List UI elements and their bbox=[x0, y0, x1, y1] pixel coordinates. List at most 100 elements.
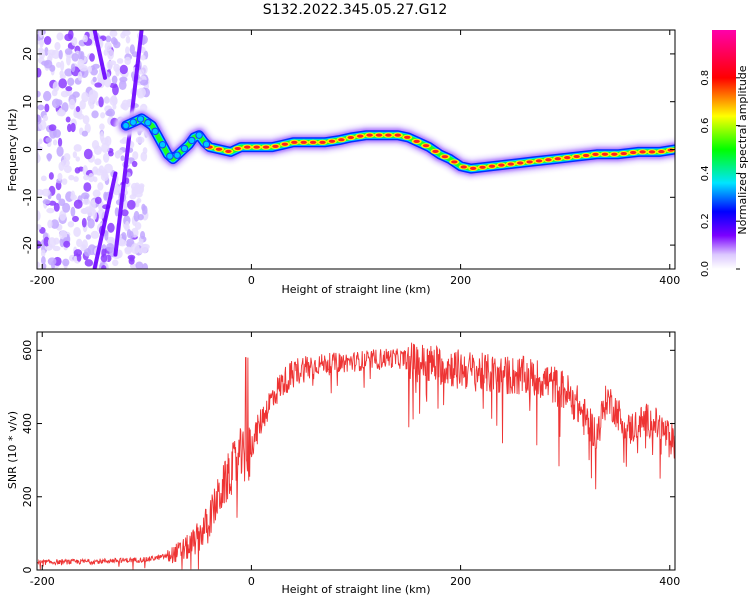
ridge-core bbox=[244, 145, 251, 149]
spectrogram-x-tick-label: 400 bbox=[659, 274, 680, 287]
spectrogram-y-ticks: -20 -10 0 10 20 bbox=[21, 47, 675, 254]
noise-blob bbox=[37, 224, 42, 230]
noise-blob bbox=[52, 245, 61, 252]
ridge-blob bbox=[144, 119, 152, 127]
ridge-core bbox=[422, 144, 430, 148]
snr-y-tick-label: 200 bbox=[21, 486, 34, 507]
noise-blob bbox=[104, 77, 112, 88]
noise-blob bbox=[127, 199, 136, 210]
ridge-core bbox=[366, 133, 373, 137]
spectrogram-y-label: Frequency (Hz) bbox=[6, 109, 19, 192]
ridge-core bbox=[328, 139, 336, 143]
noise-blob bbox=[115, 66, 120, 77]
snr-y-tick-label: 0 bbox=[21, 567, 34, 574]
noise-blob bbox=[81, 207, 88, 214]
noise-blob bbox=[46, 207, 55, 214]
ridge-core bbox=[356, 134, 364, 138]
noise-blob bbox=[94, 82, 103, 88]
noise-blob bbox=[38, 47, 44, 53]
noise-blob bbox=[97, 209, 106, 219]
noise-blob bbox=[62, 258, 70, 267]
noise-blob bbox=[94, 158, 102, 166]
noise-blob bbox=[67, 30, 74, 40]
noise-blob bbox=[48, 200, 57, 206]
noise-blob bbox=[140, 151, 148, 162]
ridge-core bbox=[234, 146, 242, 151]
noise-blob bbox=[134, 222, 142, 230]
noise-blob bbox=[120, 32, 126, 39]
noise-blob bbox=[103, 49, 108, 56]
noise-blob bbox=[76, 254, 82, 262]
colorbar-gradient bbox=[712, 30, 736, 269]
noise-streak bbox=[113, 30, 144, 257]
noise-blob bbox=[105, 35, 112, 43]
ridge-core bbox=[291, 140, 298, 144]
noise-blob bbox=[72, 91, 80, 98]
noise-blob bbox=[93, 176, 98, 183]
noise-blob bbox=[61, 178, 68, 185]
ridge-core bbox=[545, 158, 552, 162]
noise-blob bbox=[42, 199, 51, 205]
ridge-core bbox=[582, 153, 590, 158]
noise-blob bbox=[133, 210, 140, 222]
noise-blob bbox=[88, 172, 95, 183]
spectrogram-y-tick-label: 20 bbox=[21, 47, 34, 61]
noise-blob bbox=[119, 76, 128, 83]
ridge-core bbox=[253, 145, 260, 149]
noise-blob bbox=[129, 231, 134, 239]
noise-blob bbox=[83, 182, 92, 192]
noise-blob bbox=[81, 239, 88, 250]
noise-blob bbox=[73, 227, 81, 238]
ridge-core bbox=[573, 154, 580, 159]
ridge-core bbox=[394, 133, 402, 137]
noise-blob bbox=[139, 79, 149, 86]
noise-blob bbox=[45, 137, 52, 143]
noise-blob bbox=[43, 36, 52, 45]
noise-blob bbox=[57, 137, 63, 147]
colorbar: 0.0 0.2 0.4 0.6 0.8 Normalized spectral ampl… bbox=[700, 30, 749, 277]
noise-blob bbox=[62, 202, 71, 213]
ridge-core bbox=[479, 165, 486, 169]
ridge-core bbox=[620, 151, 627, 156]
noise-blob bbox=[113, 41, 121, 49]
noise-blob bbox=[120, 102, 127, 110]
noise-blob bbox=[63, 240, 71, 248]
ridge-core bbox=[469, 166, 477, 170]
noise-blob bbox=[135, 136, 145, 144]
ridge-blob bbox=[136, 115, 145, 123]
noise-blob bbox=[37, 153, 41, 164]
noise-blob bbox=[130, 243, 140, 255]
noise-blob bbox=[86, 216, 91, 222]
ridge-core bbox=[319, 140, 326, 144]
noise-blob bbox=[68, 174, 75, 181]
ridge-core bbox=[535, 159, 543, 163]
ridge-core bbox=[385, 133, 392, 137]
noise-blob bbox=[56, 193, 62, 201]
colorbar-tick-label: 0.8 bbox=[700, 70, 711, 86]
noise-blob bbox=[140, 243, 149, 254]
snr-x-tick-label: 400 bbox=[659, 575, 680, 588]
noise-blob bbox=[82, 115, 90, 125]
ridge-core bbox=[225, 149, 232, 154]
noise-blob bbox=[56, 146, 64, 157]
noise-blob bbox=[101, 142, 110, 154]
spectrogram-x-label: Height of straight line (km) bbox=[281, 283, 430, 296]
noise-blob bbox=[110, 95, 117, 104]
noise-blob bbox=[61, 102, 69, 113]
noise-blob bbox=[90, 230, 100, 239]
colorbar-label: Normalized spectral amplitude bbox=[736, 65, 749, 234]
noise-blob bbox=[81, 217, 87, 228]
noise-blob bbox=[107, 48, 114, 60]
noise-blob bbox=[50, 219, 60, 229]
noise-blob bbox=[77, 58, 85, 69]
snr-frame bbox=[36, 331, 676, 571]
noise-blob bbox=[52, 139, 58, 146]
noise-blob bbox=[129, 263, 138, 269]
noise-blob bbox=[103, 191, 108, 201]
noise-blob bbox=[124, 247, 132, 255]
snr-y-label: SNR (10 * v/v) bbox=[6, 411, 19, 489]
noise-blob bbox=[138, 69, 145, 75]
ridge-core bbox=[601, 152, 609, 156]
noise-blob bbox=[66, 54, 71, 66]
noise-blob bbox=[103, 152, 110, 163]
